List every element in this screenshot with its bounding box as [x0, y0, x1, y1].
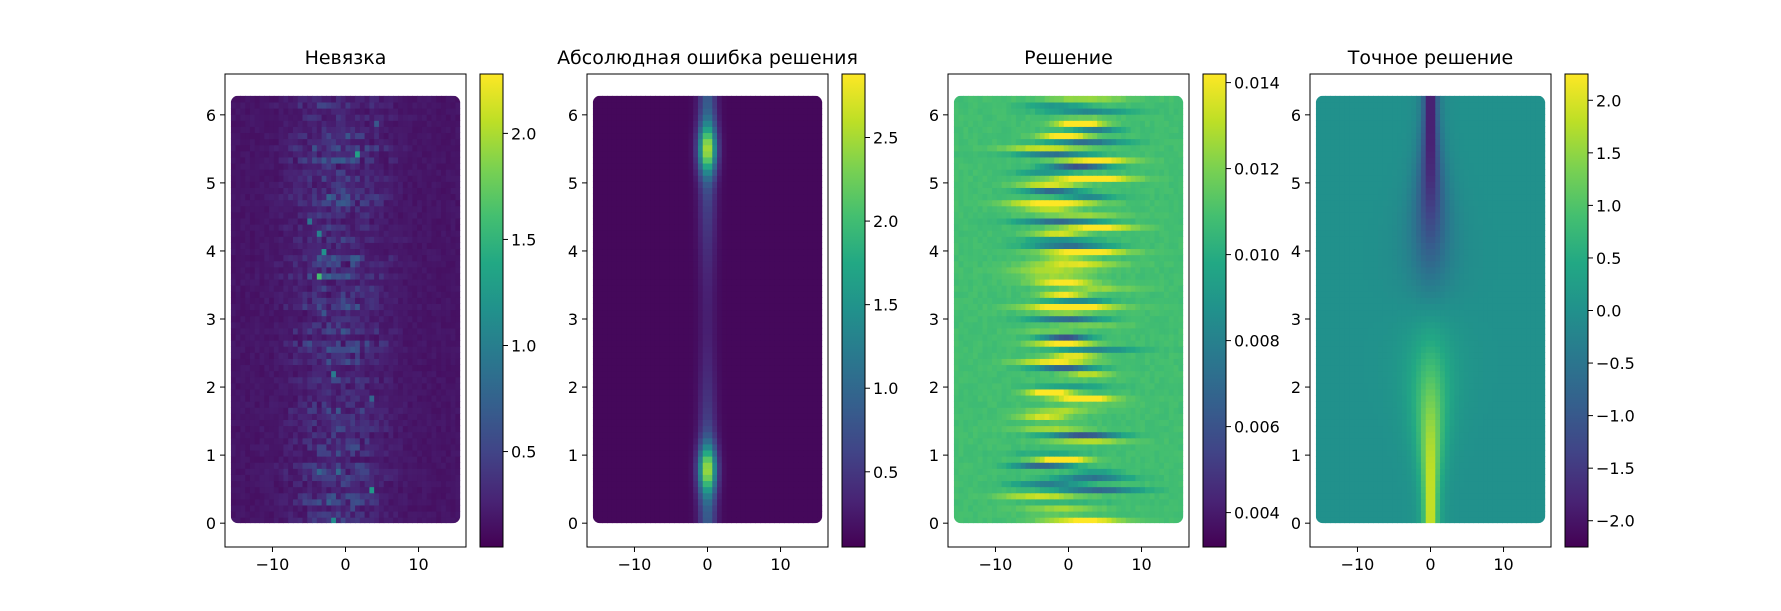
y-tick-label: 2	[568, 378, 578, 397]
x-tick-label: 10	[770, 555, 790, 574]
colorbar-tick-label: −1.0	[1596, 407, 1635, 426]
y-tick-label: 3	[1291, 310, 1301, 329]
heatmap-field	[1316, 96, 1546, 524]
x-tick-label: 0	[340, 555, 350, 574]
y-tick-label: 4	[568, 242, 578, 261]
y-tick-label: 5	[568, 174, 578, 193]
y-tick-label: 5	[1291, 174, 1301, 193]
colorbar-tick-label: 1.0	[873, 379, 898, 398]
x-tick-label: 10	[408, 555, 428, 574]
colorbar-tick-label: 1.5	[873, 296, 898, 315]
y-tick-label: 6	[929, 106, 939, 125]
panel-title: Абсолюдная ошибка решения	[557, 47, 858, 69]
colorbar-tick-label: 0.010	[1234, 246, 1280, 265]
x-tick-label: −10	[618, 555, 652, 574]
colorbar-tick-label: 0.0	[1596, 302, 1621, 321]
x-tick-label: 10	[1493, 555, 1513, 574]
colorbar-tick-label: 1.0	[511, 336, 536, 355]
panel-1: Невязка −10 0 10 0 1 2 3 4 5 6 0.5 1.0 1.5 2.0	[206, 47, 537, 574]
colorbar-tick-label: 0.006	[1234, 418, 1280, 437]
x-tick-label: 0	[702, 555, 712, 574]
y-tick-label: 1	[1291, 446, 1301, 465]
y-tick-label: 0	[929, 514, 939, 533]
y-tick-label: 0	[568, 514, 578, 533]
y-tick-label: 5	[929, 174, 939, 193]
y-tick-label: 4	[206, 242, 216, 261]
panel-title: Точное решение	[1347, 47, 1514, 69]
y-tick-label: 5	[206, 174, 216, 193]
colorbar-tick-label: 2.5	[873, 129, 898, 148]
y-tick-label: 2	[1291, 378, 1301, 397]
colorbar-tick-label: −0.5	[1596, 354, 1635, 373]
colorbar	[1565, 74, 1588, 547]
x-tick-label: −10	[256, 555, 290, 574]
colorbar-tick-label: 2.0	[511, 124, 536, 143]
x-tick-label: −10	[979, 555, 1013, 574]
heatmap-field	[231, 96, 461, 524]
y-tick-label: 3	[206, 310, 216, 329]
y-tick-label: 4	[929, 242, 939, 261]
colorbar-tick-label: 1.5	[511, 230, 536, 249]
y-tick-label: 2	[206, 378, 216, 397]
colorbar-tick-label: 0.014	[1234, 74, 1280, 93]
y-tick-label: 3	[568, 310, 578, 329]
colorbar-tick-label: 2.0	[873, 212, 898, 231]
y-tick-label: 2	[929, 378, 939, 397]
colorbar	[480, 74, 503, 547]
panel-3: Решение −10 0 10 0 1 2 3 4 5 6 0.004 0.006 0.008 0.010…	[929, 47, 1280, 574]
panel-4: Точное решение −10 0 10 0 1 2 3 4 5 6 −2.0 −1.5 −1.0 −…	[1291, 47, 1635, 574]
colorbar-tick-label: −1.5	[1596, 459, 1635, 478]
y-tick-label: 0	[206, 514, 216, 533]
y-tick-label: 3	[929, 310, 939, 329]
y-tick-label: 1	[206, 446, 216, 465]
y-tick-label: 4	[1291, 242, 1301, 261]
colorbar	[1203, 74, 1226, 547]
x-tick-label: 0	[1425, 555, 1435, 574]
panel-title: Решение	[1024, 47, 1113, 69]
colorbar-tick-label: 1.5	[1596, 144, 1621, 163]
colorbar-tick-label: 1.0	[1596, 196, 1621, 215]
colorbar-tick-label: 2.0	[1596, 91, 1621, 110]
y-tick-label: 6	[568, 106, 578, 125]
heatmap-field	[593, 96, 823, 524]
colorbar-tick-label: −2.0	[1596, 512, 1635, 531]
colorbar-tick-label: 0.012	[1234, 160, 1280, 179]
y-tick-label: 6	[1291, 106, 1301, 125]
x-tick-label: 0	[1063, 555, 1073, 574]
colorbar-tick-label: 0.5	[511, 443, 536, 462]
y-tick-label: 1	[929, 446, 939, 465]
y-tick-label: 0	[1291, 514, 1301, 533]
colorbar-tick-label: 0.5	[1596, 249, 1621, 268]
colorbar-tick-label: 0.5	[873, 463, 898, 482]
colorbar-tick-label: 0.004	[1234, 504, 1280, 523]
colorbar	[842, 74, 865, 547]
x-tick-label: −10	[1341, 555, 1375, 574]
y-tick-label: 1	[568, 446, 578, 465]
panel-2: Абсолюдная ошибка решения −10 0 10 0 1 2 3 4 5 6 0.…	[557, 47, 898, 574]
x-tick-label: 10	[1131, 555, 1151, 574]
colorbar-tick-label: 0.008	[1234, 332, 1280, 351]
panel-title: Невязка	[305, 47, 387, 69]
heatmap-field	[954, 96, 1184, 524]
y-tick-label: 6	[206, 106, 216, 125]
